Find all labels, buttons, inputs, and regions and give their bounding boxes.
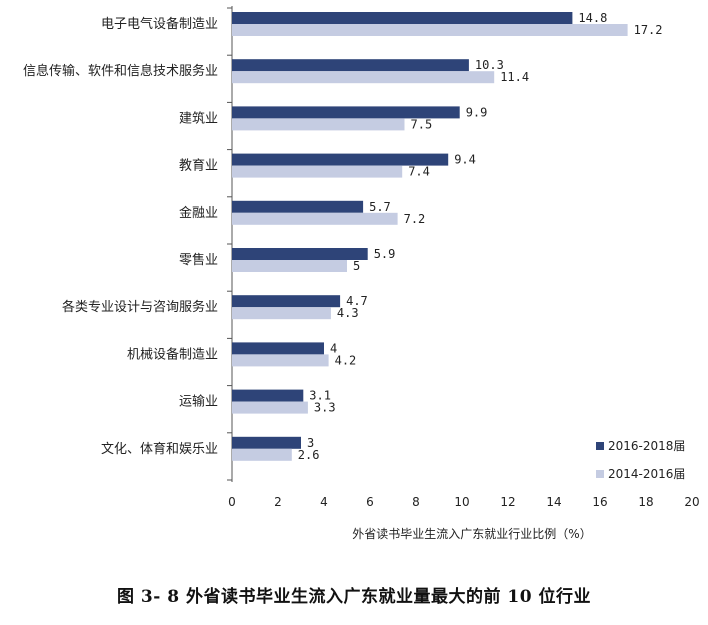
x-tick-label: 0	[228, 495, 236, 509]
value-label: 3.1	[309, 389, 331, 403]
legend-swatch	[596, 470, 604, 478]
value-label: 10.3	[475, 58, 504, 72]
value-label: 5.9	[374, 247, 396, 261]
value-label: 3	[307, 436, 314, 450]
x-tick-label: 8	[412, 495, 420, 509]
bar-series1	[232, 295, 341, 308]
x-tick-label: 10	[454, 495, 469, 509]
value-label: 14.8	[578, 11, 607, 25]
value-label: 5	[353, 259, 360, 273]
bar-series2	[232, 24, 628, 36]
category-label: 运输业	[179, 394, 218, 410]
x-axis-title: 外省读书毕业生流入广东就业行业比例（%）	[352, 527, 591, 541]
value-label: 9.4	[454, 153, 476, 167]
value-label: 17.2	[634, 23, 663, 37]
bar-series2	[232, 212, 398, 225]
category-label: 金融业	[179, 205, 218, 221]
bar-series1	[232, 153, 449, 166]
bar-series2	[232, 401, 308, 414]
legend-swatch	[596, 442, 604, 450]
category-label: 信息传输、软件和信息技术服务业	[23, 63, 218, 79]
bar-series1	[232, 59, 469, 72]
value-label: 7.5	[411, 117, 433, 131]
x-tick-label: 4	[320, 495, 328, 509]
x-tick-label: 18	[638, 495, 653, 509]
value-label: 11.4	[500, 70, 529, 84]
value-label: 7.4	[408, 165, 430, 179]
x-tick-label: 12	[500, 495, 515, 509]
value-label: 3.3	[314, 401, 336, 415]
bar-series1	[232, 389, 304, 402]
bar-series1	[232, 248, 368, 260]
category-label: 电子电气设备制造业	[101, 16, 218, 32]
bar-series2	[232, 71, 495, 84]
category-label: 教育业	[179, 158, 218, 174]
bar-series1	[232, 106, 460, 119]
x-tick-label: 2	[274, 495, 282, 509]
x-tick-label: 16	[592, 495, 607, 509]
value-label: 4.3	[337, 306, 359, 320]
bar-series1	[232, 342, 324, 355]
bar-series2	[232, 165, 403, 178]
bar-series2	[232, 354, 329, 367]
category-label: 文化、体育和娱乐业	[101, 441, 218, 457]
bar-series1	[232, 12, 573, 24]
value-label: 5.7	[369, 200, 391, 214]
value-label: 4.2	[335, 353, 357, 367]
legend-label: 2014-2016届	[608, 467, 685, 481]
bar-series2	[232, 118, 405, 131]
value-label: 2.6	[298, 448, 320, 462]
value-label: 9.9	[466, 105, 488, 119]
x-tick-label: 6	[366, 495, 374, 509]
value-label: 4.7	[346, 294, 368, 308]
bar-series1	[232, 200, 364, 213]
category-label: 各类专业设计与咨询服务业	[62, 299, 218, 315]
category-label: 机械设备制造业	[127, 346, 218, 362]
bar-series1	[232, 436, 301, 449]
bar-series2	[232, 448, 292, 461]
figure-caption: 图 3- 8 外省读书毕业生流入广东就业量最大的前 10 位行业	[117, 587, 591, 607]
bar-series2	[232, 260, 347, 272]
category-label: 建筑业	[179, 110, 218, 126]
value-label: 4	[330, 341, 337, 355]
category-label: 零售业	[179, 252, 218, 268]
value-label: 7.2	[404, 212, 426, 226]
legend-label: 2016-2018届	[608, 439, 685, 453]
x-tick-label: 14	[546, 495, 561, 509]
bar-series2	[232, 307, 331, 320]
bar-chart: 电子电气设备制造业 14.8 17.2 信息传输、软件和信息技术服务业 10.311.4…	[23, 6, 700, 541]
x-tick-label: 20	[684, 495, 699, 509]
